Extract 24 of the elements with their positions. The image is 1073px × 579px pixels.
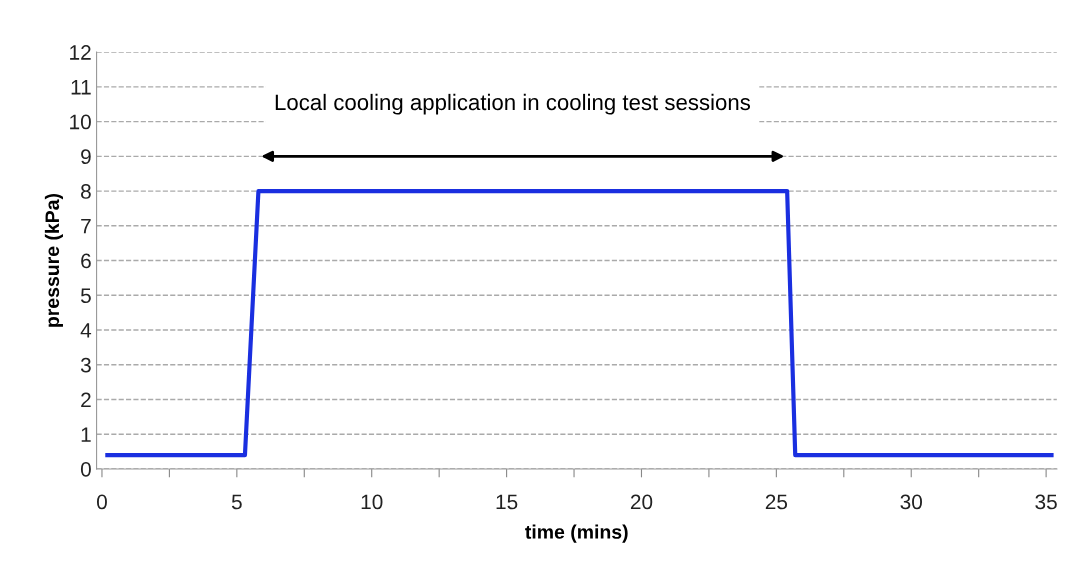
y-tick-label: 8 [81, 184, 91, 199]
x-tick-label: 10 [361, 494, 383, 510]
y-tick-label: 10 [70, 114, 91, 130]
x-tick-label: 5 [231, 494, 242, 510]
y-tick-label: 3 [80, 357, 91, 373]
y-tick-label: 2 [81, 392, 91, 408]
y-tick-label: 12 [70, 45, 91, 60]
x-tick-label: 25 [765, 494, 788, 510]
annotation: Local cooling application in cooling test sessions [275, 93, 751, 115]
x-axis-title: time (mins) [525, 524, 628, 543]
y-tick-label: 9 [81, 149, 91, 165]
x-tick-label: 35 [1035, 494, 1057, 510]
y-tick-label: 0 [80, 461, 91, 477]
y-tick-label: 1 [81, 427, 91, 442]
y-tick-label: 4 [80, 323, 92, 338]
x-tick-label: 0 [96, 494, 107, 510]
x-tick-label: 20 [630, 494, 653, 510]
x-tick-label: 15 [496, 494, 518, 510]
y-tick-label: 7 [81, 219, 91, 234]
y-tick-label: 11 [71, 80, 91, 95]
x-tick-label: 30 [900, 494, 923, 510]
y-tick-label: 5 [80, 288, 91, 304]
y-axis-title: pressure (kPa) [44, 193, 63, 327]
y-tick-label: 6 [81, 253, 91, 269]
